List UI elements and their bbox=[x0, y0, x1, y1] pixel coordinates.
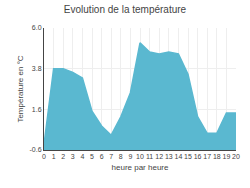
svg-text:Température en °C: Température en °C bbox=[16, 55, 25, 122]
svg-text:7: 7 bbox=[109, 153, 113, 160]
svg-text:9: 9 bbox=[128, 153, 132, 160]
svg-text:6.0: 6.0 bbox=[32, 24, 42, 31]
svg-text:-0.6: -0.6 bbox=[30, 146, 42, 153]
svg-text:19: 19 bbox=[223, 153, 231, 160]
svg-text:14: 14 bbox=[175, 153, 183, 160]
svg-text:0: 0 bbox=[42, 153, 46, 160]
svg-text:17: 17 bbox=[203, 153, 211, 160]
svg-text:11: 11 bbox=[146, 153, 153, 160]
svg-text:8: 8 bbox=[119, 153, 123, 160]
svg-text:15: 15 bbox=[184, 153, 192, 160]
svg-text:12: 12 bbox=[155, 153, 163, 160]
svg-text:18: 18 bbox=[213, 153, 221, 160]
svg-text:20: 20 bbox=[232, 153, 240, 160]
svg-text:Evolution de la température: Evolution de la température bbox=[64, 4, 187, 15]
svg-text:3.8: 3.8 bbox=[32, 65, 42, 72]
svg-text:1.6: 1.6 bbox=[32, 106, 42, 113]
svg-text:2: 2 bbox=[61, 153, 65, 160]
svg-text:16: 16 bbox=[194, 153, 202, 160]
svg-text:6: 6 bbox=[100, 153, 104, 160]
svg-text:3: 3 bbox=[71, 153, 75, 160]
svg-text:10: 10 bbox=[136, 153, 144, 160]
svg-text:5: 5 bbox=[90, 153, 94, 160]
svg-text:heure par heure: heure par heure bbox=[112, 163, 169, 172]
svg-text:1: 1 bbox=[52, 153, 56, 160]
svg-text:4: 4 bbox=[80, 153, 84, 160]
svg-text:13: 13 bbox=[165, 153, 173, 160]
